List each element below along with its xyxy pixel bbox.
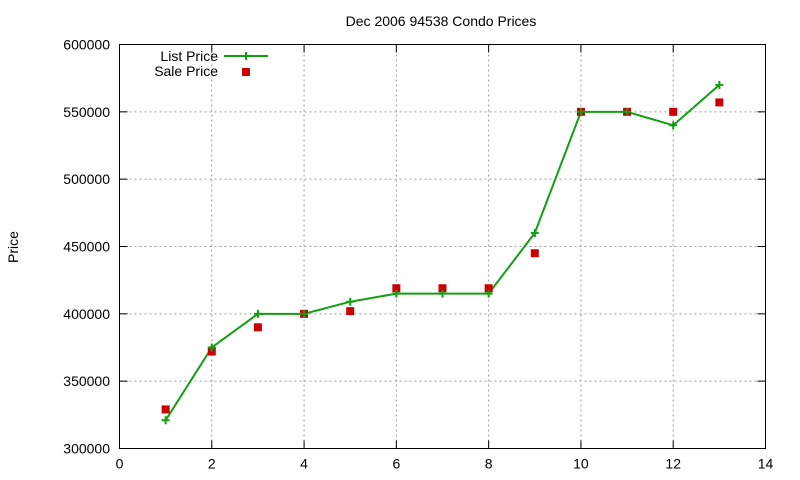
legend-marker-list-price (242, 52, 250, 60)
sale-price-point (715, 98, 724, 107)
y-tick-label: 550000 (63, 104, 110, 120)
y-tick-label: 300000 (63, 441, 110, 457)
x-tick-label: 10 (573, 456, 589, 472)
y-tick-label: 350000 (63, 373, 110, 389)
series-layer (161, 80, 724, 425)
list-price-point (576, 107, 585, 116)
y-axis-label: Price (5, 231, 21, 263)
list-price-point (300, 309, 309, 318)
legend-label-sale-price: Sale Price (154, 63, 218, 79)
list-price-point (392, 289, 401, 298)
x-tick-label: 12 (665, 456, 681, 472)
y-tick-label: 400000 (63, 306, 110, 322)
list-price-point (346, 297, 355, 306)
sale-price-point (346, 307, 355, 316)
sale-price-point (392, 284, 401, 293)
list-price-point (715, 80, 724, 89)
list-price-point (438, 289, 447, 298)
list-price-point (530, 229, 539, 238)
list-price-point (484, 289, 493, 298)
legend-label-list-price: List Price (160, 48, 218, 64)
list-price-point (669, 121, 678, 130)
y-tick-label: 450000 (63, 239, 110, 255)
list-price-point (161, 416, 170, 425)
x-tick-label: 2 (208, 456, 216, 472)
axis-ticks: 0 2 4 6 8 10 12 14 300000 350000 400000 450000 50000… (63, 37, 773, 472)
sale-price-point (207, 347, 216, 356)
x-tick-label: 14 (758, 456, 774, 472)
sale-price-point (669, 107, 678, 116)
sale-price-point (484, 284, 493, 293)
list-price-point (623, 107, 632, 116)
chart-title: Dec 2006 94538 Condo Prices (346, 13, 537, 29)
y-tick-label: 600000 (63, 37, 110, 53)
sale-price-point (438, 284, 447, 293)
legend-marker-sale-price (242, 68, 250, 76)
sale-price-point (161, 405, 170, 414)
x-tick-label: 4 (300, 456, 308, 472)
list-price-point (207, 343, 216, 352)
sale-price-point (253, 323, 262, 332)
x-tick-label: 8 (485, 456, 493, 472)
grid-lines (119, 44, 766, 449)
sale-price-point (530, 249, 539, 258)
x-tick-label: 0 (116, 456, 124, 472)
x-tick-label: 6 (392, 456, 400, 472)
y-tick-label: 500000 (63, 171, 110, 187)
list-price-line (164, 84, 721, 421)
list-price-point (253, 309, 262, 318)
